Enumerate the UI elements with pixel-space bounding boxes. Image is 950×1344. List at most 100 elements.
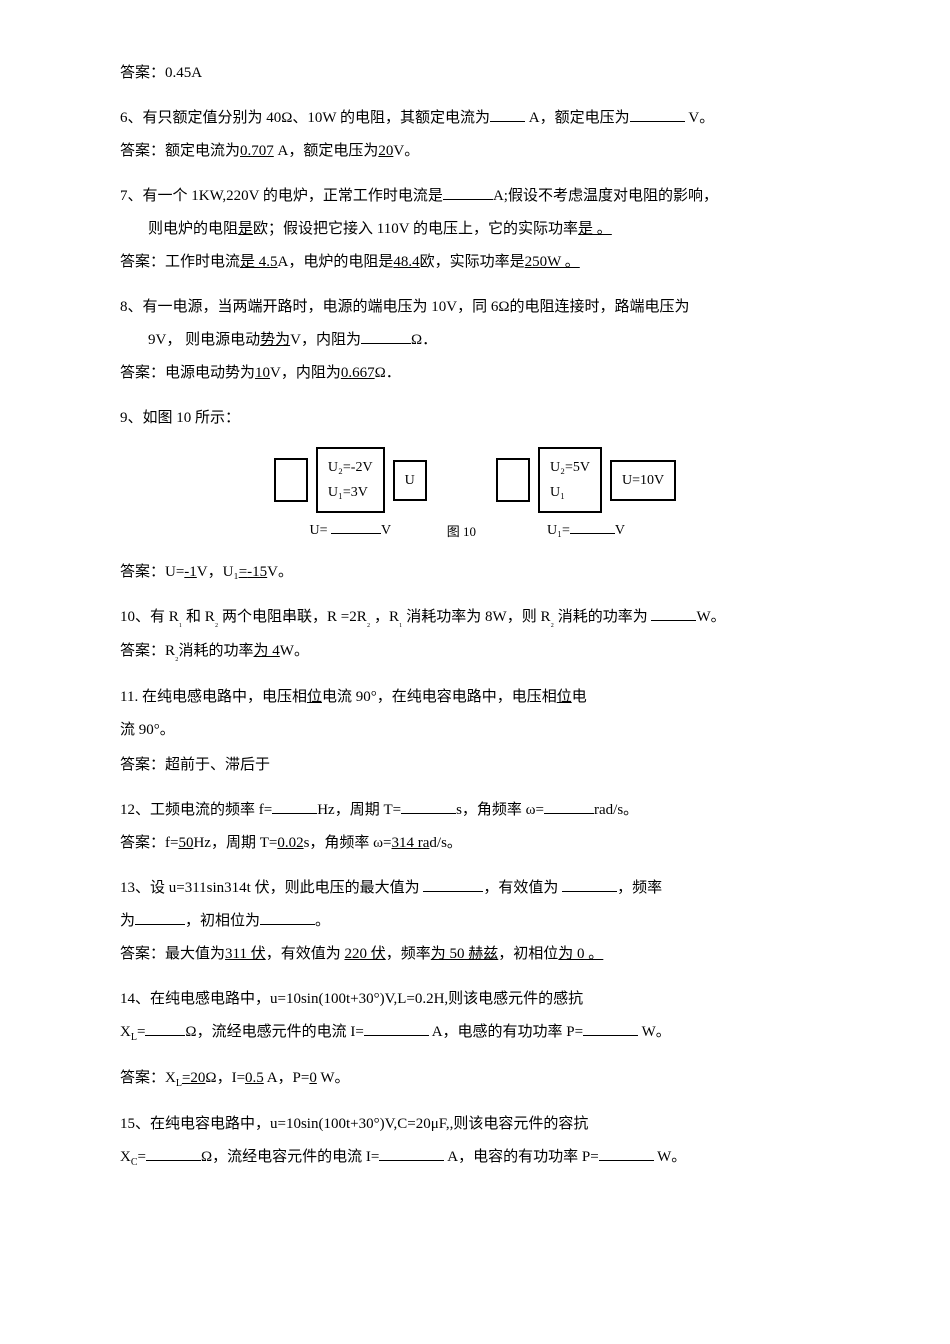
a8-a: 答案：电源电动势为: [120, 365, 255, 381]
q14-l2a: X: [120, 1024, 131, 1040]
a14-eq: =: [182, 1065, 190, 1092]
q6-text-c: V。: [685, 110, 715, 126]
a12-d: d/s。: [429, 835, 462, 851]
a7-a: 答案：工作时电流: [120, 254, 240, 270]
q11-u1: 位: [307, 684, 322, 711]
question-8-line2: 9V， 则电源电动势为 V，内阻为 Ω．: [120, 327, 830, 354]
a6-val2: 20: [378, 138, 393, 165]
a6-mid: A，额定电压为: [274, 143, 379, 159]
right-caption: U₁=V: [547, 518, 625, 543]
a13-v1: 311 伏: [225, 941, 266, 968]
q13-l2c: 。: [315, 913, 330, 929]
a13-a: 答案：最大值为: [120, 946, 225, 962]
left-main-box: U₂=-2V U₁=3V: [316, 447, 385, 513]
a9-c: V。: [267, 564, 293, 580]
q12-a: 12、工频电流的频率 f=: [120, 802, 272, 818]
q15-l2d: A，电容的有功功率 P=: [444, 1149, 598, 1165]
q14-l2d: A，电感的有功功率 P=: [429, 1024, 583, 1040]
fig-label: 图 10: [447, 520, 476, 543]
q13-b: ，有效值为: [483, 880, 562, 896]
a8-b: V，内阻为: [270, 365, 341, 381]
q14-l2c: Ω，流经电感元件的电流 I=: [185, 1024, 363, 1040]
q13-c: ，频率: [617, 880, 662, 896]
a10-a: 答案：R: [120, 643, 175, 659]
a9-eq: =: [239, 559, 247, 586]
a7-c: 欧，实际功率是: [420, 254, 525, 270]
q12-b: Hz，周期 T=: [317, 802, 401, 818]
q8-l2c: Ω．: [411, 332, 437, 348]
question-9-title: 9、如图 10 所示：: [120, 405, 830, 432]
q7-is: 是: [238, 216, 253, 243]
question-7-line1: 7、有一个 1KW,220V 的电炉，正常工作时电流是A;假设不考虑温度对电阻的…: [120, 183, 830, 210]
q10-a: 10、有 R: [120, 609, 179, 625]
q8-u: 势为: [260, 327, 290, 354]
a14-a: 答案：X: [120, 1070, 176, 1086]
right-small-box: [496, 458, 530, 502]
q15-l2c: Ω，流经电容元件的电流 I=: [201, 1149, 379, 1165]
left-small-box: [274, 458, 308, 502]
q8-l2a: 9V， 则电源电动: [148, 332, 260, 348]
a9-v1: -1: [184, 559, 197, 586]
question-11-line2: 流 90°。: [120, 717, 830, 744]
answer-14: 答案：XL = 20 Ω，I= 0.5 A，P= 0 W。: [120, 1065, 830, 1093]
a8-v2: 0.667: [341, 360, 375, 387]
question-12: 12、工频电流的频率 f=Hz，周期 T=s，角频率 ω=rad/s。: [120, 797, 830, 824]
a12-b: Hz，周期 T=: [193, 835, 277, 851]
q15-l2b: =: [138, 1149, 146, 1165]
q12-c: s，角频率 ω=: [456, 802, 544, 818]
answer-5: 答案：0.45A: [120, 60, 830, 87]
a13-v4: 为 0 。: [558, 941, 603, 968]
a10-c: W。: [280, 643, 309, 659]
right-u-box: U=10V: [610, 460, 676, 501]
question-7-line2: 则电炉的电阻是 欧；假设把它接入 110V 的电压上，它的实际功率是 。: [120, 216, 830, 243]
a13-v2: 220 伏: [344, 941, 385, 968]
a6-suffix: V。: [393, 143, 419, 159]
answer-8: 答案：电源电动势为 10 V，内阻为 0.667 Ω．: [120, 360, 830, 387]
q10-f: 消耗的功率为: [554, 609, 652, 625]
rc-b: V: [615, 523, 625, 538]
q7-l1a: 7、有一个 1KW,220V 的电炉，正常工作时电流是: [120, 188, 443, 204]
a12-c: s，角频率 ω=: [304, 835, 392, 851]
question-6: 6、有只额定值分别为 40Ω、10W 的电阻，其额定电流为 A，额定电压为 V。: [120, 105, 830, 132]
left-caption: U= V: [309, 518, 391, 543]
q13-l2a: 为: [120, 913, 135, 929]
q7-l2a: 则电炉的电阻: [148, 221, 238, 237]
q11-b: 电流 90°，在纯电容电路中，电压相: [322, 689, 557, 705]
a14-v2: 0.5: [245, 1065, 264, 1092]
a12-v1: 50: [178, 830, 193, 857]
a14-v1: 20: [190, 1065, 205, 1092]
q13-l2b: ，初相位为: [185, 913, 260, 929]
q10-e: 消耗功率为 8W，则 R: [403, 609, 551, 625]
q10-d: ，R: [370, 609, 399, 625]
figure-10: U₂=-2V U₁=3V U U= V 图 10 U₂=5V U₁ U=10V …: [120, 447, 830, 544]
a13-v3: 为 50 赫兹: [431, 941, 499, 968]
a8-c: Ω．: [375, 365, 401, 381]
question-14-line1: 14、在纯电感电路中，u=10sin(100t+30°)V,L=0.2H,则该电…: [120, 986, 830, 1013]
q11-u2: 位: [557, 684, 572, 711]
fig-label-container: 图 10: [447, 510, 476, 543]
question-15-line1: 15、在纯电容电路中，u=10sin(100t+30°)V,C=20μF,,则该…: [120, 1111, 830, 1138]
q8-l2b: V，内阻为: [290, 332, 361, 348]
q11-a: 11. 在纯电感电路中，电压相: [120, 689, 307, 705]
q7-is2: 是 。: [578, 216, 612, 243]
question-13-line1: 13、设 u=311sin314t 伏，则此电压的最大值为 ，有效值为 ，频率: [120, 875, 830, 902]
q10-c: 两个电阻串联，R =2R: [218, 609, 366, 625]
left-u-box: U: [393, 460, 427, 501]
q10-g: W。: [696, 609, 725, 625]
right-main-box: U₂=5V U₁: [538, 447, 602, 513]
left-u1: U₁=3V: [328, 480, 373, 505]
left-u2: U₂=-2V: [328, 455, 373, 480]
question-14-line2: XL=Ω，流经电感元件的电流 I= A，电感的有功功率 P= W。: [120, 1019, 830, 1047]
q6-text-b: A，额定电压为: [525, 110, 630, 126]
question-13-line2: 为 ，初相位为 。: [120, 908, 830, 935]
lc-a: U=: [309, 523, 331, 538]
question-15-line2: XC=Ω，流经电容元件的电流 I= A，电容的有功功率 P= W。: [120, 1144, 830, 1172]
right-u2: U₂=5V: [550, 455, 590, 480]
q10-b: 和 R: [182, 609, 215, 625]
answer-13: 答案：最大值为 311 伏 ，有效值为 220 伏 ，频率为 50 赫兹 ，初相…: [120, 941, 830, 968]
q15-sub: C: [131, 1157, 138, 1168]
a10-v: 为 4: [254, 638, 280, 665]
a14-c: A，P=: [264, 1070, 310, 1086]
a12-v2: 0.02: [277, 830, 303, 857]
a13-d: ，初相位: [498, 946, 558, 962]
